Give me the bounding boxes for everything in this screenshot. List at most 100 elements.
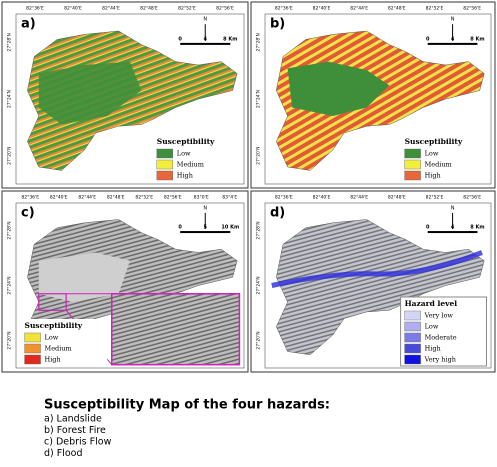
scale-label: 4: [451, 36, 455, 42]
legend-label: Moderate: [425, 334, 457, 342]
scale-label: 8 Km: [470, 36, 484, 42]
lon-label: 82°48'E: [107, 195, 125, 201]
lon-label: 82°36'E: [26, 6, 44, 12]
legend-label: Medium: [45, 345, 72, 353]
lon-label: 82°40'E: [50, 195, 68, 201]
lon-label: 83°4'E: [222, 195, 237, 201]
legend-swatch: [404, 148, 421, 159]
legend-swatch: [24, 343, 41, 354]
legend-swatch: [404, 343, 421, 354]
lon-label: 82°40'E: [313, 195, 331, 201]
lat-label: 27°20'N: [256, 147, 262, 165]
lat-label: 27°24'N: [7, 90, 13, 108]
legend-swatch: [404, 332, 421, 343]
legend-label: High: [425, 172, 441, 180]
legend-swatch: [156, 148, 174, 159]
lon-label: 82°44'E: [350, 6, 368, 12]
legend-label: High: [45, 356, 61, 364]
lat-label: 27°24'N: [256, 90, 262, 108]
lon-label: 82°44'E: [78, 195, 96, 201]
lat-label: 27°28'N: [7, 33, 13, 51]
legend-label: Low: [425, 150, 439, 158]
panel-label: a): [21, 17, 36, 32]
scale-label: 0: [426, 36, 430, 42]
scale-bar: [427, 42, 478, 45]
legend-label: Low: [177, 150, 191, 158]
lon-label: 82°36'E: [275, 6, 293, 12]
legend-title: Susceptibility: [25, 321, 83, 330]
lon-label: 82°48'E: [140, 6, 158, 12]
legend-title: Susceptibility: [405, 137, 463, 146]
lat-label: 27°28'N: [256, 221, 262, 239]
legend-swatch: [156, 159, 174, 170]
lon-label: 82°52'E: [178, 6, 196, 12]
legend-label: Very low: [424, 312, 454, 320]
lon-label: 82°36'E: [21, 195, 39, 201]
lat-label: 27°28'N: [7, 221, 13, 239]
legend-box: [400, 296, 487, 367]
legend-swatch: [404, 354, 421, 365]
caption-item: d) Flood: [44, 448, 83, 459]
lon-label: 82°52'E: [426, 195, 444, 201]
legend-swatch: [404, 310, 421, 321]
inset-source: [38, 293, 67, 311]
lon-label: 82°40'E: [64, 6, 82, 12]
scale-bar: [180, 231, 231, 234]
panel-label: b): [270, 17, 285, 32]
legend-swatch: [404, 170, 421, 181]
lon-label: 82°52'E: [426, 6, 444, 12]
panel-label: c): [21, 206, 35, 221]
lat-label: 27°20'N: [256, 331, 262, 349]
lon-label: 82°56'E: [216, 6, 234, 12]
legend-swatch: [156, 170, 174, 181]
scale-label: 5: [203, 225, 207, 231]
caption-title: Susceptibility Map of the four hazards:: [44, 398, 330, 413]
scale-bar: [427, 231, 478, 234]
caption-item: a) Landslide: [44, 414, 102, 425]
lon-label: 82°36'E: [275, 195, 293, 201]
legend-label: High: [177, 172, 193, 180]
lat-label: 27°20'N: [7, 331, 13, 349]
panel-label: d): [270, 206, 285, 221]
legend-swatch: [24, 332, 41, 343]
scale-label: 0: [178, 225, 182, 231]
low-zone: [38, 61, 142, 125]
lat-label: 27°24'N: [256, 276, 262, 294]
north-arrow: N: [203, 205, 207, 211]
lon-label: 82°48'E: [388, 6, 406, 12]
inset-map: [111, 293, 241, 366]
low-zone: [287, 61, 390, 116]
legend-label: Medium: [425, 161, 452, 169]
scale-label: 0: [426, 225, 430, 231]
lon-label: 82°56'E: [463, 6, 481, 12]
north-arrow: N: [451, 205, 455, 211]
lon-label: 82°44'E: [102, 6, 120, 12]
lon-label: 82°56'E: [463, 195, 481, 201]
lat-label: 27°20'N: [7, 147, 13, 165]
lon-label: 82°56'E: [164, 195, 182, 201]
lat-label: 27°28'N: [256, 33, 262, 51]
legend-label: Medium: [177, 161, 204, 169]
scale-label: 8 Km: [223, 36, 237, 42]
map-region: [27, 30, 238, 171]
legend-title: Susceptibility: [157, 137, 215, 146]
caption-item: b) Forest Fire: [44, 425, 106, 436]
legend-swatch: [24, 354, 41, 365]
legend-swatch: [404, 159, 421, 170]
legend-swatch: [404, 321, 421, 332]
legend-label: High: [425, 345, 441, 353]
river: [271, 250, 483, 288]
legend-label: Low: [425, 323, 439, 331]
scale-bar: [180, 42, 231, 45]
lon-label: 82°52'E: [135, 195, 153, 201]
scale-label: 4: [451, 225, 455, 231]
scale-label: 0: [178, 36, 182, 42]
legend-title: Hazard level: [405, 299, 458, 308]
flat-zone: [38, 252, 130, 302]
caption-item: c) Debris Flow: [44, 437, 112, 448]
scale-label: 4: [203, 36, 207, 42]
lat-label: 27°24'N: [7, 276, 13, 294]
legend-label: Low: [45, 334, 59, 342]
